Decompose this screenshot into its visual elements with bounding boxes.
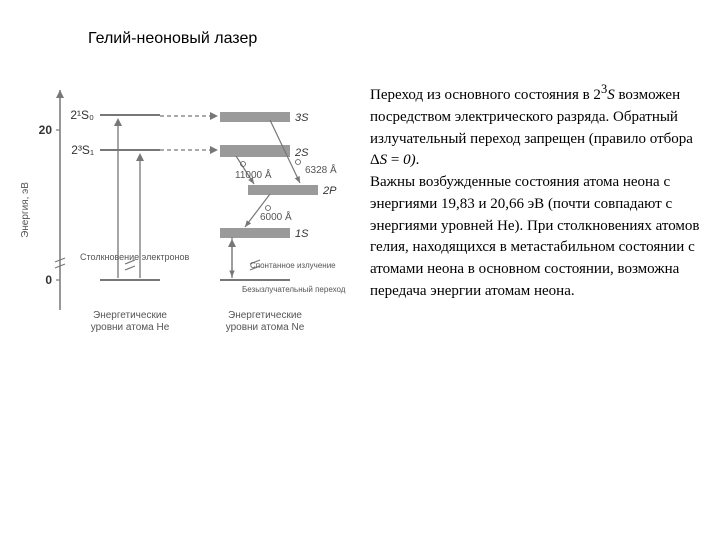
svg-text:6328 Å: 6328 Å (305, 163, 337, 176)
svg-text:Энергия, эВ: Энергия, эВ (20, 182, 31, 238)
svg-text:Энергетические: Энергетические (93, 310, 167, 321)
svg-text:уровни атома Ne: уровни атома Ne (226, 322, 305, 333)
description-text: Переход из основного состояния в 23S воз… (370, 80, 700, 303)
svg-text:уровни атома He: уровни атома He (91, 322, 170, 333)
svg-text:2P: 2P (322, 185, 337, 197)
svg-text:Столкновение электронов: Столкновение электронов (80, 252, 189, 262)
svg-text:2¹S₀: 2¹S₀ (70, 108, 94, 122)
svg-text:Энергетические: Энергетические (228, 310, 302, 321)
svg-text:0: 0 (45, 273, 52, 287)
svg-text:20: 20 (39, 123, 53, 137)
energy-level-diagram: 200Энергия, эВ2¹S₀2³S₁Энергетическиеуров… (10, 70, 360, 370)
svg-text:Безызлучательный переход: Безызлучательный переход (242, 285, 346, 294)
svg-text:2S: 2S (294, 147, 309, 159)
svg-text:3S: 3S (295, 112, 309, 124)
page-title: Гелий-неоновый лазер (88, 30, 257, 48)
svg-text:11000 Å: 11000 Å (235, 168, 272, 181)
svg-text:6000 Å: 6000 Å (260, 210, 292, 223)
svg-text:Спонтанное излучение: Спонтанное излучение (250, 261, 336, 270)
svg-text:2³S₁: 2³S₁ (71, 143, 94, 157)
svg-text:1S: 1S (295, 228, 309, 240)
